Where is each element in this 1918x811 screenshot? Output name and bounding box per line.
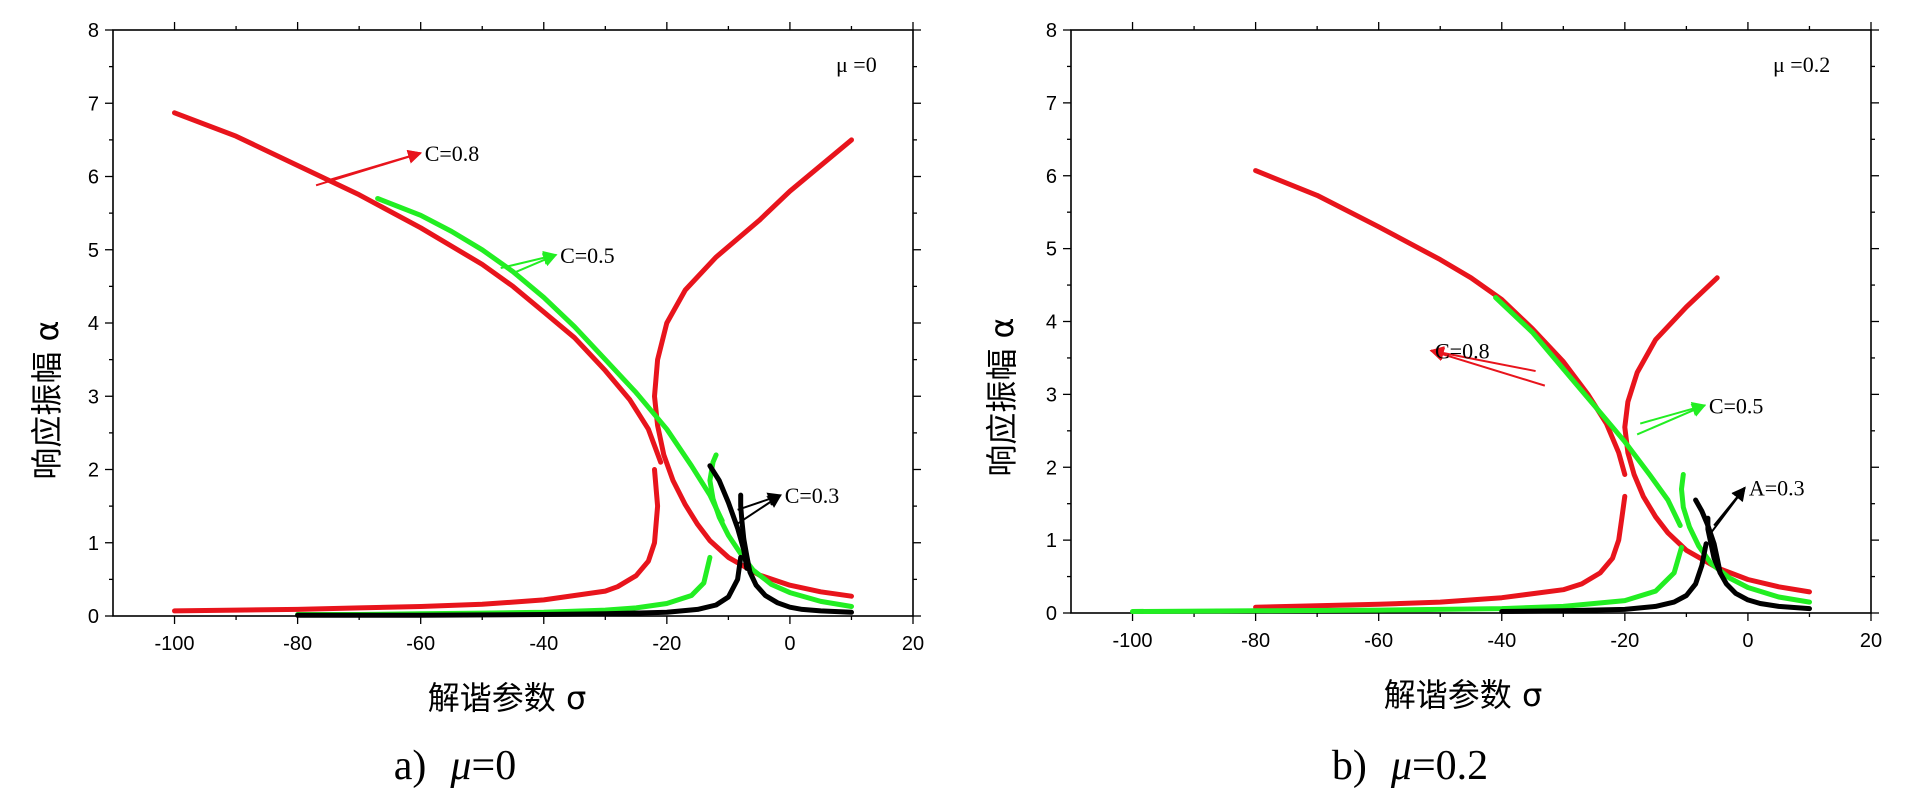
annotation-label: C=0.8: [425, 141, 480, 166]
annotations: C=0.8 C=0.5 C=0.3: [315, 141, 840, 526]
annotations: C=0.8 C=0.5 A=0.3: [1429, 339, 1805, 534]
x-tick-label: -80: [283, 633, 312, 655]
x-tick-label: 0: [784, 633, 795, 655]
curve-5: [1493, 295, 1683, 528]
caption-symbol: μ: [449, 743, 471, 789]
y-tick-label: 7: [1046, 93, 1057, 115]
y-tick-label: 4: [88, 313, 99, 335]
annotation-arrow: [735, 494, 782, 526]
chart-panel-b: -100 -80 -60 -40 -20 0 20 0 1 2 3 4 5 6 7 8 C=0.8 C=0.5 A…: [983, 20, 1882, 789]
curves: [1130, 168, 1812, 614]
annotation-arrow: [1636, 403, 1707, 436]
y-tick-label: 8: [88, 20, 99, 42]
x-tick-label: -40: [1487, 630, 1516, 652]
caption-symbol: μ: [1390, 743, 1412, 789]
caption-value: =0: [472, 743, 517, 789]
caption-letter: b): [1332, 743, 1367, 789]
annotation-arrow: [1429, 346, 1536, 373]
x-tick-label: 20: [1860, 630, 1882, 652]
y-tick-label: 8: [1046, 20, 1057, 42]
y-tick-label: 4: [1046, 312, 1057, 334]
annotation-label: C=0.5: [1709, 393, 1764, 418]
caption-a: a) μ=0: [394, 743, 516, 789]
y-tick-label: 2: [1046, 457, 1057, 479]
curve-1: [1253, 493, 1628, 610]
axes-frame: -100 -80 -60 -40 -20 0 20 0 1 2 3 4 5 6 7 8: [1046, 20, 1882, 652]
y-tick-label: 2: [88, 460, 99, 482]
annotation-arrow: [512, 253, 558, 275]
panel-label: μ =0: [836, 52, 877, 77]
y-tick-label: 3: [88, 386, 99, 408]
x-tick-label: 0: [1742, 630, 1753, 652]
x-axis-title: 解谐参数 σ: [428, 679, 586, 717]
x-tick-label: -100: [155, 633, 195, 655]
curve-1: [172, 467, 661, 614]
curve-8: [707, 463, 750, 571]
y-tick-label: 6: [88, 167, 99, 189]
y-tick-label: 3: [1046, 384, 1057, 406]
y-tick-label: 5: [88, 240, 99, 262]
x-tick-label: -40: [529, 633, 558, 655]
x-tick-label: -20: [652, 633, 681, 655]
curve-6: [1705, 515, 1812, 612]
annotation-label: C=0.3: [785, 483, 840, 508]
y-tick-label: 7: [88, 93, 99, 115]
x-tick-label: -80: [1241, 630, 1270, 652]
caption-value: =0.2: [1412, 743, 1488, 789]
x-tick-label: -20: [1610, 630, 1639, 652]
curve-7: [295, 554, 744, 618]
curves: [172, 110, 854, 618]
caption-b: b) μ=0.2: [1332, 743, 1488, 789]
annotation-label: C=0.5: [560, 243, 615, 268]
y-tick-label: 5: [1046, 239, 1057, 261]
curve-0: [652, 137, 854, 599]
curve-4: [1130, 544, 1684, 614]
y-tick-label: 0: [88, 606, 99, 628]
x-tick-label: -60: [1364, 630, 1393, 652]
annotation-arrow: [1429, 347, 1546, 387]
annotation-arrow: [1639, 401, 1707, 425]
curve-2: [172, 110, 664, 465]
curve-2: [1253, 168, 1628, 477]
x-tick-label: 20: [902, 633, 924, 655]
curve-5: [375, 196, 725, 524]
curve-0: [1622, 275, 1812, 595]
panel-label: μ =0.2: [1773, 52, 1830, 77]
annotation-arrow: [315, 150, 423, 187]
annotation-label: C=0.8: [1435, 339, 1490, 364]
curve-8: [1693, 497, 1723, 576]
y-tick-label: 1: [88, 533, 99, 555]
plot-frame: [1070, 29, 1872, 614]
annotation-label: A=0.3: [1749, 476, 1805, 501]
y-tick-label: 1: [1046, 530, 1057, 552]
annotation-arrow: [1710, 486, 1746, 534]
caption-letter: a): [394, 743, 427, 789]
x-tick-label: -100: [1113, 630, 1153, 652]
annotation-arrow: [737, 492, 783, 511]
y-tick-label: 0: [1046, 603, 1057, 625]
x-axis-title: 解谐参数 σ: [1384, 676, 1542, 714]
y-axis-title: 响应振幅 α: [983, 317, 1021, 476]
axes-frame: -100 -80 -60 -40 -20 0 20 0 1 2 3 4 5 6 7 8: [88, 20, 924, 655]
x-tick-label: -60: [406, 633, 435, 655]
y-tick-label: 6: [1046, 166, 1057, 188]
plot-frame: [112, 29, 914, 617]
curve-7: [1499, 541, 1709, 614]
y-axis-title: 响应振幅 α: [28, 320, 66, 479]
curve-3: [707, 452, 854, 609]
